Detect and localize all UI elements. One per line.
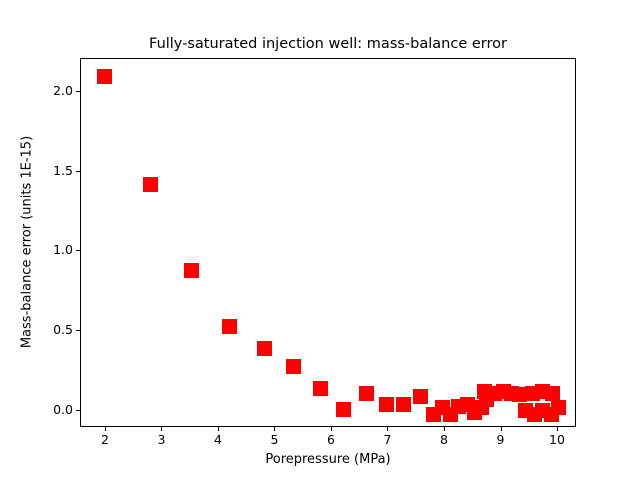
x-tick-mark bbox=[161, 427, 163, 431]
x-tick-label: 8 bbox=[440, 432, 448, 447]
y-tick-mark bbox=[76, 91, 80, 92]
x-tick-mark bbox=[387, 427, 389, 431]
x-axis-label: Porepressure (MPa) bbox=[265, 452, 391, 467]
x-tick-label: 4 bbox=[214, 432, 222, 447]
scatter-point bbox=[256, 341, 272, 357]
plot-area bbox=[80, 58, 576, 427]
x-tick-label: 9 bbox=[496, 432, 505, 447]
scatter-point bbox=[313, 381, 329, 397]
x-tick-mark bbox=[444, 427, 445, 431]
x-tick-label: 2 bbox=[100, 432, 109, 447]
y-tick-label: 1.0 bbox=[53, 242, 73, 258]
x-tick-label: 7 bbox=[383, 432, 392, 447]
x-tick-mark bbox=[104, 427, 106, 431]
x-tick-mark bbox=[217, 427, 219, 431]
y-tick-label: 0.5 bbox=[53, 322, 73, 338]
scatter-point bbox=[184, 263, 200, 279]
y-tick-mark bbox=[76, 330, 80, 332]
x-tick-mark bbox=[500, 427, 502, 431]
scatter-point bbox=[544, 385, 560, 401]
scatter-point bbox=[336, 401, 352, 417]
scatter-point bbox=[221, 318, 237, 334]
scatter-point bbox=[550, 400, 566, 416]
x-tick-label: 3 bbox=[157, 432, 166, 447]
scatter-point bbox=[96, 68, 112, 84]
x-tick-mark bbox=[330, 427, 332, 431]
y-tick-mark bbox=[76, 250, 80, 252]
scatter-point bbox=[378, 397, 394, 413]
x-tick-mark bbox=[557, 427, 558, 431]
scatter-point bbox=[396, 397, 412, 413]
scatter-point bbox=[412, 389, 428, 405]
y-tick-label: 0.0 bbox=[53, 401, 73, 417]
y-axis-label: Mass-balance error (units 1E-15) bbox=[19, 135, 35, 349]
x-tick-mark bbox=[274, 427, 276, 431]
scatter-point bbox=[512, 387, 528, 403]
y-tick-label: 1.5 bbox=[53, 162, 73, 178]
y-tick-mark bbox=[76, 409, 80, 411]
scatter-point bbox=[358, 385, 374, 401]
y-tick-label: 2.0 bbox=[53, 83, 73, 98]
scatter-point bbox=[286, 358, 302, 374]
y-tick-mark bbox=[76, 170, 80, 172]
x-tick-label: 5 bbox=[270, 432, 279, 447]
chart-title: Fully-saturated injection well: mass-bal… bbox=[149, 36, 507, 52]
x-tick-label: 10 bbox=[549, 432, 565, 447]
scatter-point bbox=[142, 176, 158, 192]
x-tick-label: 6 bbox=[327, 432, 335, 447]
